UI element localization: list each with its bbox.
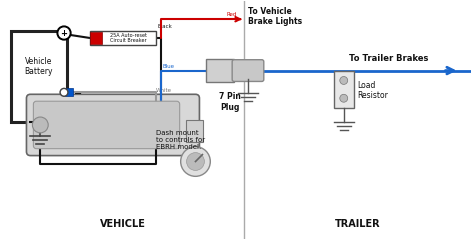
Bar bbox=[334, 71, 354, 108]
FancyBboxPatch shape bbox=[232, 60, 264, 81]
Bar bbox=[186, 120, 203, 142]
Circle shape bbox=[62, 90, 66, 95]
Circle shape bbox=[57, 26, 71, 40]
Text: White: White bbox=[156, 88, 172, 93]
Text: +: + bbox=[61, 29, 67, 37]
Text: Ground: Ground bbox=[27, 147, 53, 153]
Bar bbox=[207, 59, 234, 82]
Bar bbox=[65, 88, 73, 96]
Circle shape bbox=[187, 153, 204, 170]
Circle shape bbox=[60, 88, 68, 96]
Bar bbox=[90, 32, 101, 44]
FancyBboxPatch shape bbox=[27, 94, 200, 156]
Text: Load
Resistor: Load Resistor bbox=[357, 81, 389, 100]
Text: 7 Pin
Plug: 7 Pin Plug bbox=[219, 92, 241, 112]
Circle shape bbox=[32, 117, 48, 133]
Text: Vehicle
Battery: Vehicle Battery bbox=[25, 57, 53, 76]
Text: −: − bbox=[74, 89, 82, 99]
Text: Blue: Blue bbox=[163, 64, 175, 69]
Text: Black: Black bbox=[158, 24, 173, 29]
Text: Dash mount
to controls for
EBRH model.: Dash mount to controls for EBRH model. bbox=[156, 130, 205, 150]
Text: To Trailer Brakes: To Trailer Brakes bbox=[348, 54, 428, 63]
Circle shape bbox=[59, 28, 69, 38]
FancyBboxPatch shape bbox=[33, 101, 180, 149]
Text: Red: Red bbox=[227, 12, 237, 17]
Text: 25A Auto-reset
Circuit Breaker: 25A Auto-reset Circuit Breaker bbox=[110, 33, 147, 43]
Circle shape bbox=[340, 77, 348, 84]
Circle shape bbox=[340, 94, 348, 102]
Text: VEHICLE: VEHICLE bbox=[100, 219, 146, 229]
Bar bbox=[10, 31, 67, 122]
Bar bbox=[90, 31, 156, 45]
Text: To Vehicle
Brake Lights: To Vehicle Brake Lights bbox=[248, 6, 302, 26]
Circle shape bbox=[181, 147, 210, 176]
Text: TRAILER: TRAILER bbox=[335, 219, 381, 229]
